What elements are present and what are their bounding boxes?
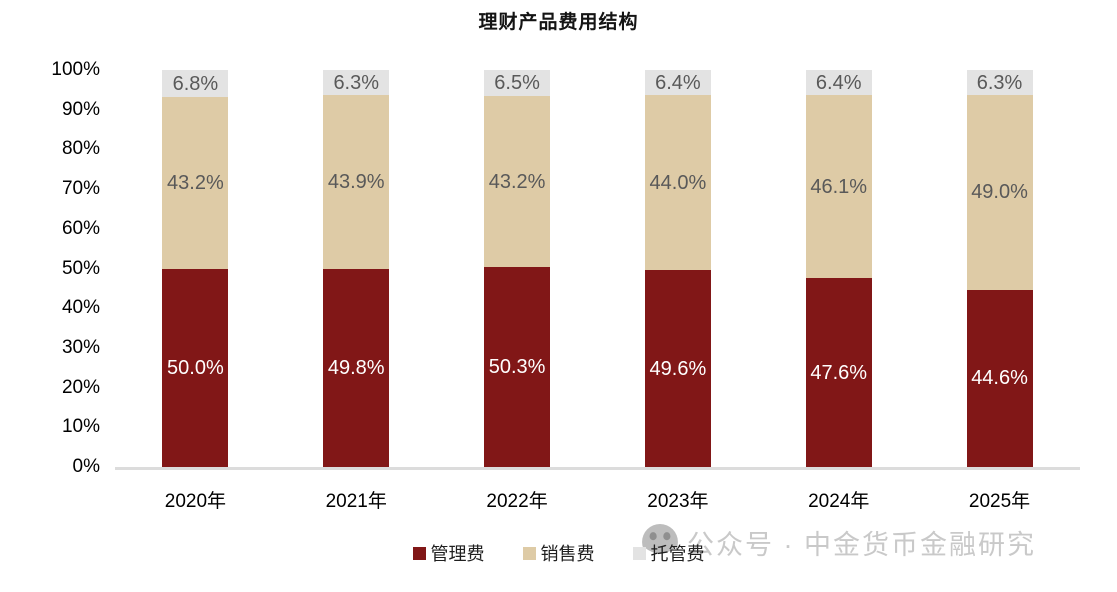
y-tick-label: 10%	[61, 416, 100, 438]
segment-value-label: 44.6%	[971, 367, 1028, 390]
segment-value-label: 49.8%	[327, 357, 385, 380]
segment-value-label: 47.6%	[810, 361, 868, 384]
bar-segment-custody-fee: 6.3%	[966, 70, 1033, 96]
bar-column: 49.8% 43.9% 6.3%	[276, 70, 437, 467]
segment-value-label: 49.0%	[971, 181, 1028, 204]
y-tick-label: 70%	[61, 178, 100, 200]
segment-value-label: 6.4%	[655, 71, 701, 94]
x-tick-label: 2025年	[968, 491, 1031, 512]
segment-value-label: 6.5%	[494, 71, 540, 94]
segment-value-label: 43.2%	[167, 171, 224, 194]
bar-column: 47.6% 46.1% 6.4%	[758, 70, 919, 467]
y-tick-label: 40%	[61, 297, 100, 319]
legend-label: 托管费	[650, 544, 705, 564]
y-tick-label: 60%	[61, 217, 100, 239]
segment-value-label: 50.0%	[167, 356, 224, 379]
bar-segment-management-fee: 49.8%	[323, 269, 390, 467]
stacked-bar: 50.0% 43.2% 6.8%	[162, 70, 229, 467]
segment-value-label: 43.9%	[327, 171, 385, 194]
y-tick-label: 30%	[61, 336, 100, 358]
segment-value-label: 49.6%	[649, 357, 707, 380]
legend-swatch	[522, 546, 536, 560]
watermark: 公众号 · 中金货币金融研究	[641, 521, 1036, 563]
bar-segment-sales-fee: 43.2%	[162, 97, 229, 269]
segment-value-label: 44.0%	[649, 171, 707, 194]
legend-item-sales-fee: 销售费	[522, 540, 595, 566]
bar-column: 50.3% 43.2% 6.5%	[437, 70, 598, 467]
segment-value-label: 43.2%	[488, 170, 546, 193]
legend: 管理费 销售费 托管费	[0, 540, 1117, 566]
y-tick-label: 90%	[61, 98, 100, 120]
stacked-bar: 47.6% 46.1% 6.4%	[805, 70, 872, 467]
stacked-bar: 44.6% 49.0% 6.3%	[966, 70, 1033, 467]
plot-area: 50.0% 43.2% 6.8% 49.8% 43.9% 6.3% 50.3% 43.2% 6.…	[115, 70, 1080, 470]
bar-segment-sales-fee: 46.1%	[805, 95, 872, 279]
bar-column: 49.6% 44.0% 6.4%	[597, 70, 758, 467]
bar-segment-management-fee: 50.3%	[484, 267, 551, 467]
legend-item-custody-fee: 托管费	[632, 540, 705, 566]
segment-value-label: 46.1%	[810, 175, 868, 198]
bar-segment-sales-fee: 49.0%	[966, 95, 1033, 290]
segment-value-label: 6.3%	[976, 71, 1023, 94]
bar-column: 44.6% 49.0% 6.3%	[919, 70, 1080, 467]
bar-segment-management-fee: 50.0%	[162, 268, 229, 467]
y-tick-label: 0%	[72, 456, 100, 477]
legend-label: 管理费	[430, 544, 485, 564]
bar-segment-sales-fee: 43.2%	[484, 95, 551, 268]
bar-segment-management-fee: 44.6%	[966, 289, 1033, 467]
bar-segment-custody-fee: 6.4%	[644, 70, 711, 96]
bar-segment-management-fee: 47.6%	[805, 278, 872, 467]
wechat-face-icon	[642, 524, 678, 561]
y-axis: 100% 90% 80% 70% 60% 50% 40% 30% 20% 10% 0%	[0, 59, 100, 477]
chart-title: 理财产品费用结构	[478, 12, 639, 33]
segment-value-label: 6.8%	[172, 72, 219, 95]
segment-value-label: 6.4%	[815, 71, 862, 94]
bar-segment-custody-fee: 6.5%	[484, 70, 551, 96]
y-tick-label: 20%	[61, 376, 100, 398]
legend-item-management-fee: 管理费	[412, 540, 485, 566]
stacked-bar: 50.3% 43.2% 6.5%	[484, 70, 551, 467]
bar-segment-sales-fee: 44.0%	[644, 95, 711, 271]
bar-segment-custody-fee: 6.4%	[805, 70, 872, 96]
bar-column: 50.0% 43.2% 6.8%	[115, 70, 276, 467]
segment-value-label: 6.3%	[333, 71, 380, 94]
bar-segment-sales-fee: 43.9%	[323, 95, 390, 270]
segment-value-label: 50.3%	[488, 356, 546, 379]
bar-segment-custody-fee: 6.8%	[162, 70, 229, 97]
x-tick-label: 2021年	[325, 491, 387, 512]
x-tick-label: 2020年	[164, 491, 227, 512]
y-tick-label: 100%	[51, 59, 100, 80]
bar-segment-custody-fee: 6.3%	[323, 70, 390, 96]
watermark-text: 公众号 · 中金货币金融研究	[687, 529, 1036, 560]
bar-segment-management-fee: 49.6%	[644, 270, 711, 467]
y-tick-label: 80%	[61, 138, 100, 160]
stacked-bar: 49.6% 44.0% 6.4%	[644, 70, 711, 467]
x-tick-label: 2024年	[808, 491, 870, 512]
legend-label: 销售费	[540, 544, 595, 564]
legend-swatch	[632, 546, 646, 560]
x-axis: 2020年 2021年 2022年 2023年 2024年 2025年	[115, 486, 1080, 513]
stacked-bar: 49.8% 43.9% 6.3%	[323, 70, 390, 467]
y-tick-label: 50%	[61, 257, 100, 279]
legend-swatch	[412, 546, 426, 560]
x-tick-label: 2023年	[647, 491, 709, 512]
x-tick-label: 2022年	[486, 491, 548, 512]
